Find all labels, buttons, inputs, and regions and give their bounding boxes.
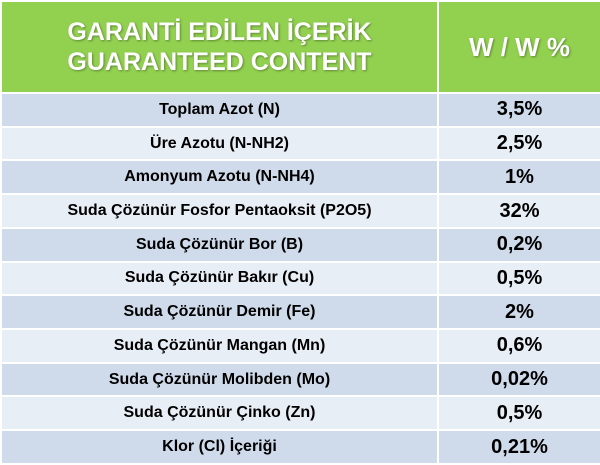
ingredient-name: Suda Çözünür Mangan (Mn) [0, 328, 439, 364]
table-row: Üre Azotu (N-NH2) 2,5% [0, 125, 600, 162]
ingredient-value: 0,5% [437, 395, 600, 432]
ingredient-name: Toplam Azot (N) [0, 92, 439, 128]
ingredient-name: Suda Çözünür Demir (Fe) [0, 294, 439, 331]
ingredient-name: Üre Azotu (N-NH2) [0, 125, 439, 162]
title-line: GUARANTEED CONTENT [67, 48, 372, 76]
ingredient-value: 0,2% [437, 226, 600, 263]
ingredient-value: 0,5% [437, 260, 600, 297]
ingredient-name: Suda Çözünür Bor (B) [0, 226, 439, 263]
table-row: Suda Çözünür Bakır (Cu) 0,5% [0, 260, 600, 297]
table-row: Suda Çözünür Demir (Fe) 2% [0, 294, 600, 331]
header-title: GARANTİ EDİLEN İÇERİK GUARANTEED CONTENT [0, 0, 439, 94]
ingredient-value: 1% [437, 159, 600, 196]
table-row: Suda Çözünür Molibden (Mo) 0,02% [0, 361, 600, 398]
ingredient-value: 0,02% [437, 361, 600, 398]
header-row: GARANTİ EDİLEN İÇERİK GUARANTEED CONTENT… [0, 0, 600, 94]
table-row: Suda Çözünür Bor (B) 0,2% [0, 226, 600, 263]
table-row: Suda Çözünür Çinko (Zn) 0,5% [0, 395, 600, 432]
table-body: Toplam Azot (N) 3,5% Üre Azotu (N-NH2) 2,5%… [0, 92, 600, 465]
table-row: Suda Çözünür Mangan (Mn) 0,6% [0, 328, 600, 364]
ingredient-name: Klor (Cl) İçeriği [0, 429, 439, 465]
ingredient-name: Amonyum Azotu (N-NH4) [0, 159, 439, 196]
table-row: Klor (Cl) İçeriği 0,21% [0, 429, 600, 465]
header-unit: W / W % [437, 0, 600, 94]
ingredient-name: Suda Çözünür Çinko (Zn) [0, 395, 439, 432]
ingredient-value: 2,5% [437, 125, 600, 162]
table-row: Amonyum Azotu (N-NH4) 1% [0, 159, 600, 196]
ingredient-value: 0,6% [437, 328, 600, 364]
table-row: Toplam Azot (N) 3,5% [0, 92, 600, 128]
ingredient-value: 2% [437, 294, 600, 331]
title-line: GARANTİ EDİLEN İÇERİK [67, 18, 372, 46]
ingredient-name: Suda Çözünür Molibden (Mo) [0, 361, 439, 398]
ingredient-value: 3,5% [437, 92, 600, 128]
table-row: Suda Çözünür Fosfor Pentaoksit (P2O5) 32% [0, 193, 600, 229]
ingredient-value: 0,21% [437, 429, 600, 465]
ingredient-name: Suda Çözünür Fosfor Pentaoksit (P2O5) [0, 193, 439, 229]
ingredient-value: 32% [437, 193, 600, 229]
ingredient-name: Suda Çözünür Bakır (Cu) [0, 260, 439, 297]
